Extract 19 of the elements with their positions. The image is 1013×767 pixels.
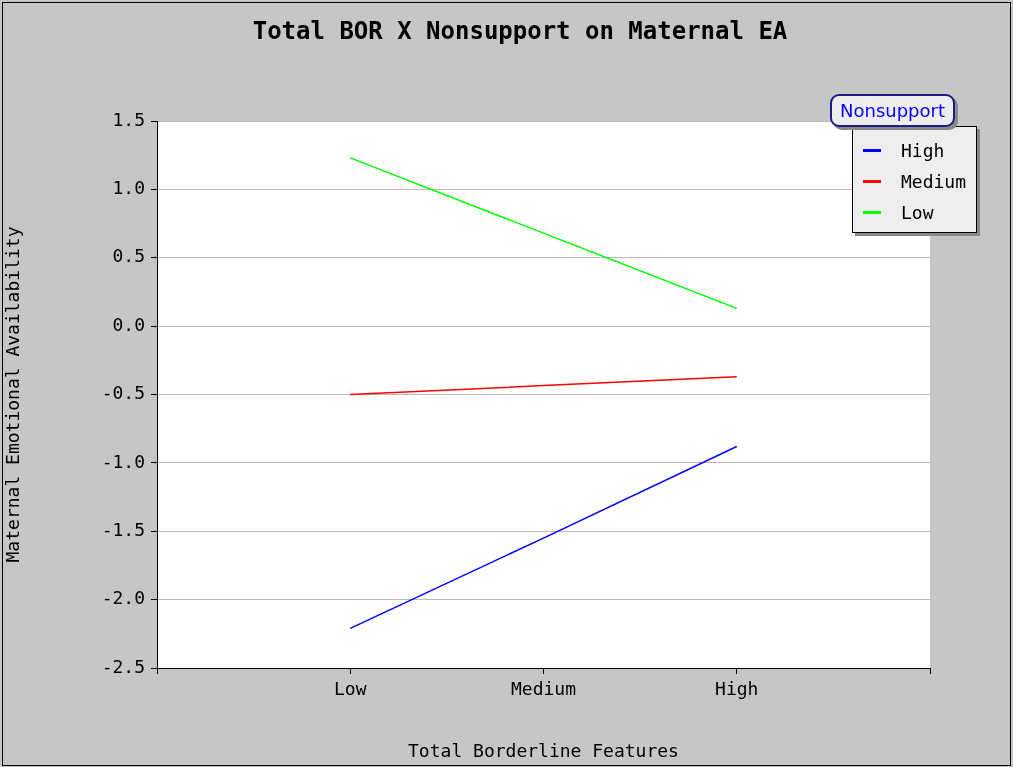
legend-label: Medium (900, 171, 966, 192)
x-tick-label: Medium (510, 678, 577, 700)
legend-label: Low (900, 202, 934, 223)
y-tick-label: -0.5 (101, 382, 145, 404)
y-tick-label: -1.0 (101, 450, 145, 472)
y-tick-label: -2.5 (101, 655, 145, 677)
x-tick-label: Low (333, 678, 367, 700)
chart-title: Total BOR X Nonsupport on Maternal EA (252, 17, 788, 46)
y-tick-label: -1.5 (101, 518, 145, 540)
legend-title: Nonsupport (830, 94, 955, 127)
x-axis-title: Total Borderline Features (408, 739, 679, 761)
y-tick-label: 0.0 (112, 313, 145, 335)
x-tick-label: High (715, 678, 759, 700)
legend-label: High (900, 140, 945, 161)
y-tick-label: -2.0 (101, 587, 145, 609)
y-axis-title: Maternal Emotional Availability (2, 226, 24, 563)
y-tick-label: 1.5 (112, 108, 145, 130)
y-tick-label: 0.5 (112, 245, 145, 267)
y-tick-label: 1.0 (112, 177, 145, 199)
